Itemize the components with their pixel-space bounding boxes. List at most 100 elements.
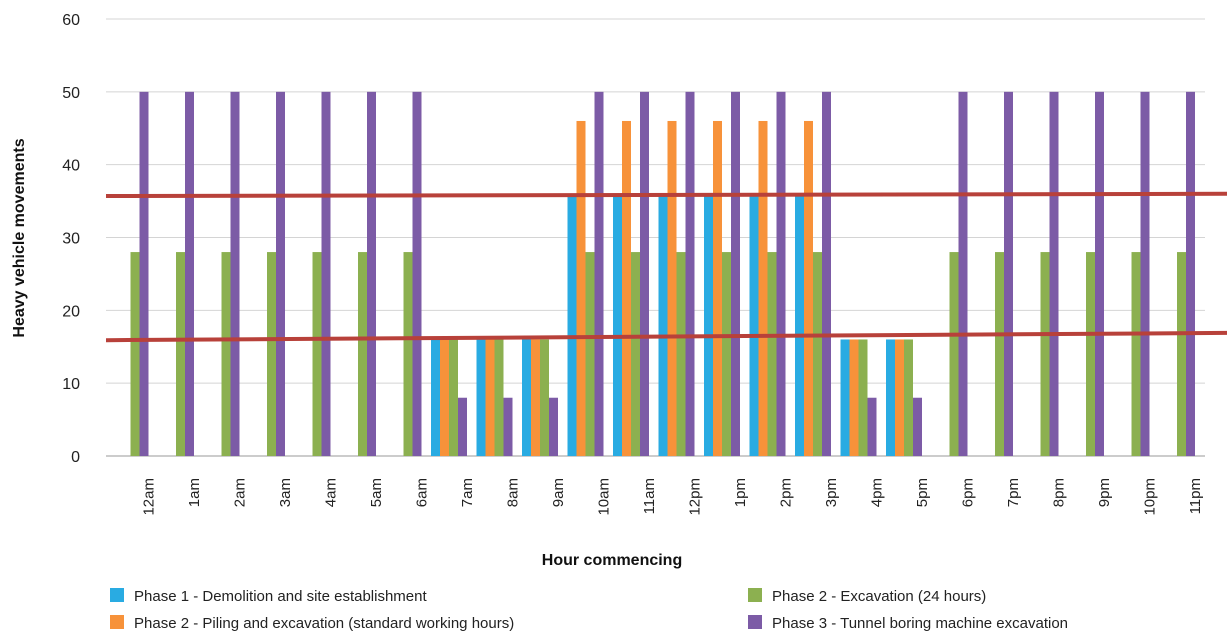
bar (813, 252, 822, 456)
y-tick-label: 40 (62, 158, 80, 175)
legend-label: Phase 1 - Demolition and site establishm… (134, 588, 427, 605)
x-tick-label: 8am (505, 478, 522, 507)
x-tick-label: 6am (414, 478, 431, 507)
bar (139, 91, 149, 456)
bar (722, 252, 731, 456)
bar (1131, 252, 1141, 456)
bar (230, 91, 240, 456)
x-tick-label: 3pm (823, 478, 840, 507)
bar (822, 91, 831, 456)
bar (749, 193, 759, 457)
bar (449, 339, 458, 456)
bar (1177, 252, 1186, 456)
x-axis-ticks: 12am 1am 2am 3am 4am 5am 6am 7am 8am 9am 10am 11am 1… (141, 478, 1205, 516)
bar (622, 120, 631, 456)
bar (849, 339, 859, 456)
y-tick-label: 10 (62, 376, 80, 393)
bar (522, 339, 531, 456)
legend-item: Phase 2 - Excavation (24 hours) (748, 588, 986, 605)
y-tick-label: 20 (62, 303, 80, 320)
bar (585, 252, 595, 456)
x-tick-label: 5am (368, 478, 385, 507)
bar (840, 339, 850, 456)
bar (1086, 252, 1095, 456)
x-tick-label: 6pm (960, 478, 977, 507)
threshold-line (105, 191, 1227, 198)
bar (440, 339, 449, 456)
bar (276, 91, 285, 456)
legend-swatch (748, 615, 762, 629)
bar (1049, 91, 1059, 456)
annotations (105, 191, 1227, 343)
bar (176, 252, 185, 456)
y-tick-label: 0 (71, 449, 80, 466)
x-tick-label: 7pm (1005, 478, 1022, 507)
legend-swatch (748, 588, 762, 602)
gridlines (106, 18, 1205, 457)
legend-item: Phase 2 - Piling and excavation (standar… (110, 615, 514, 632)
x-tick-label: 12am (141, 478, 158, 516)
bar (1004, 91, 1013, 456)
bar (458, 397, 467, 456)
bar (267, 252, 276, 456)
x-axis-title: Hour commencing (542, 552, 682, 569)
x-tick-label: 10am (596, 478, 613, 516)
y-tick-label: 50 (62, 85, 80, 102)
y-tick-label: 30 (62, 231, 80, 248)
x-tick-label: 7am (459, 478, 476, 507)
x-tick-label: 9pm (1096, 478, 1113, 507)
threshold-line (105, 330, 1227, 343)
bar (658, 193, 668, 457)
bar (494, 339, 504, 456)
bar (431, 339, 440, 456)
bar (312, 252, 322, 456)
bar (776, 91, 786, 456)
bar (1040, 252, 1050, 456)
bar (403, 252, 413, 456)
bar (412, 91, 422, 456)
bar (540, 339, 549, 456)
bar (713, 120, 722, 456)
bar (958, 91, 968, 456)
bar (367, 91, 376, 456)
bar (594, 91, 604, 456)
legend-swatch (110, 588, 124, 602)
bar (867, 397, 877, 456)
x-tick-label: 11am (641, 478, 658, 514)
x-tick-label: 12pm (687, 478, 704, 516)
y-axis-title: Heavy vehicle movements (11, 138, 28, 337)
x-tick-label: 2pm (778, 478, 795, 507)
bar (795, 193, 804, 457)
bar (804, 120, 813, 456)
bar (567, 193, 577, 457)
x-tick-label: 1pm (732, 478, 749, 507)
y-axis-ticks: 0 10 20 30 40 50 60 (62, 12, 80, 466)
x-tick-label: 4pm (869, 478, 886, 507)
x-tick-label: 4am (323, 478, 340, 507)
bar (758, 120, 768, 456)
bar (576, 120, 586, 456)
bar (640, 91, 649, 456)
bar (631, 252, 640, 456)
bar (886, 339, 895, 456)
bar (1095, 91, 1104, 456)
x-tick-label: 10pm (1142, 478, 1159, 516)
x-tick-label: 2am (232, 478, 249, 507)
bar (485, 339, 495, 456)
bar (185, 91, 194, 456)
legend: Phase 1 - Demolition and site establishm… (110, 588, 1068, 632)
legend-label: Phase 2 - Excavation (24 hours) (772, 588, 986, 605)
bar (704, 193, 713, 457)
bar (667, 120, 677, 456)
bar (895, 339, 904, 456)
y-tick-label: 60 (62, 12, 80, 29)
bar (549, 397, 558, 456)
bar (130, 252, 140, 456)
bar (767, 252, 777, 456)
bar (358, 252, 367, 456)
legend-label: Phase 3 - Tunnel boring machine excavati… (772, 615, 1068, 632)
bar (321, 91, 331, 456)
bars (130, 91, 1195, 457)
bar (503, 397, 513, 456)
